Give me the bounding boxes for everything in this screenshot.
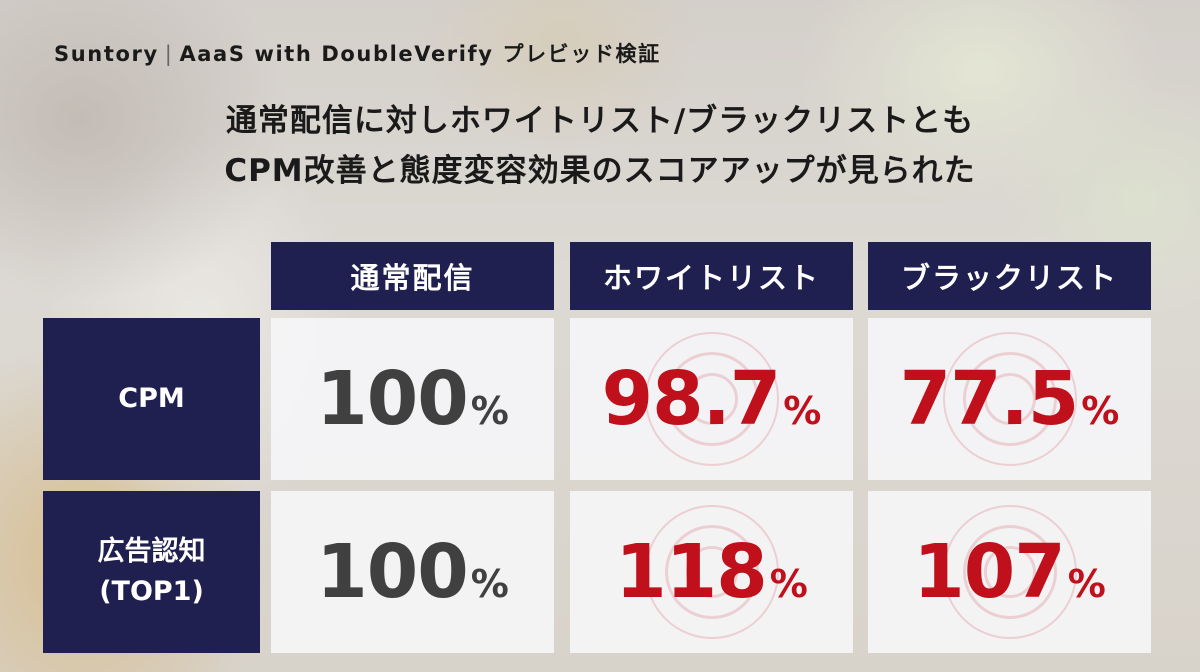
- cell-awareness-normal: 100%: [271, 491, 554, 653]
- row-label-ad-awareness: 広告認知: [97, 536, 206, 567]
- target-ring-decoration: [942, 505, 1077, 639]
- target-ring-decoration: [664, 352, 759, 446]
- header-title: AaaS with DoubleVerify プレビッド検証: [179, 42, 661, 66]
- slide-headline: 通常配信に対しホワイトリスト/ブラックリストとも CPM改善と態度変容効果のスコ…: [0, 96, 1200, 196]
- target-ring-decoration: [962, 525, 1057, 619]
- target-ring-decoration: [983, 546, 1036, 598]
- target-ring-decoration: [644, 332, 779, 466]
- headline-line-1: 通常配信に対しホワイトリスト/ブラックリストとも: [225, 103, 975, 139]
- cell-awareness-blacklist: 107%: [868, 491, 1151, 653]
- target-ring-decoration: [962, 352, 1057, 446]
- value-awareness-normal: 100%: [316, 529, 509, 615]
- headline-line-2: CPM改善と態度変容効果のスコアアップが見られた: [224, 153, 976, 189]
- header-separator: |: [164, 42, 174, 66]
- column-header-whitelist: ホワイトリスト: [570, 242, 853, 310]
- cell-cpm-normal: 100%: [271, 318, 554, 480]
- column-header-blacklist: ブラックリスト: [868, 242, 1151, 310]
- target-ring-decoration: [942, 332, 1077, 466]
- row-header-ad-awareness: 広告認知 (TOP1): [43, 491, 260, 653]
- value-awareness-blacklist: 107%: [913, 529, 1106, 615]
- value-cpm-blacklist: 77.5%: [899, 356, 1120, 442]
- slide-header: Suntory | AaaS with DoubleVerify プレビッド検証: [54, 38, 661, 68]
- row-header-cpm: CPM: [43, 318, 260, 480]
- target-ring-decoration: [685, 546, 738, 598]
- row-label-cpm: CPM: [118, 383, 185, 414]
- value-cpm-normal: 100%: [316, 356, 509, 442]
- cell-awareness-whitelist: 118%: [570, 491, 853, 653]
- cell-cpm-whitelist: 98.7%: [570, 318, 853, 480]
- column-header-normal: 通常配信: [271, 242, 554, 310]
- cell-cpm-blacklist: 77.5%: [868, 318, 1151, 480]
- target-ring-decoration: [664, 525, 759, 619]
- row-label-top1: (TOP1): [99, 576, 204, 607]
- brand-name: Suntory: [54, 42, 159, 66]
- value-awareness-whitelist: 118%: [615, 529, 808, 615]
- target-ring-decoration: [685, 373, 738, 425]
- target-ring-decoration: [983, 373, 1036, 425]
- target-ring-decoration: [644, 505, 779, 639]
- value-cpm-whitelist: 98.7%: [601, 356, 822, 442]
